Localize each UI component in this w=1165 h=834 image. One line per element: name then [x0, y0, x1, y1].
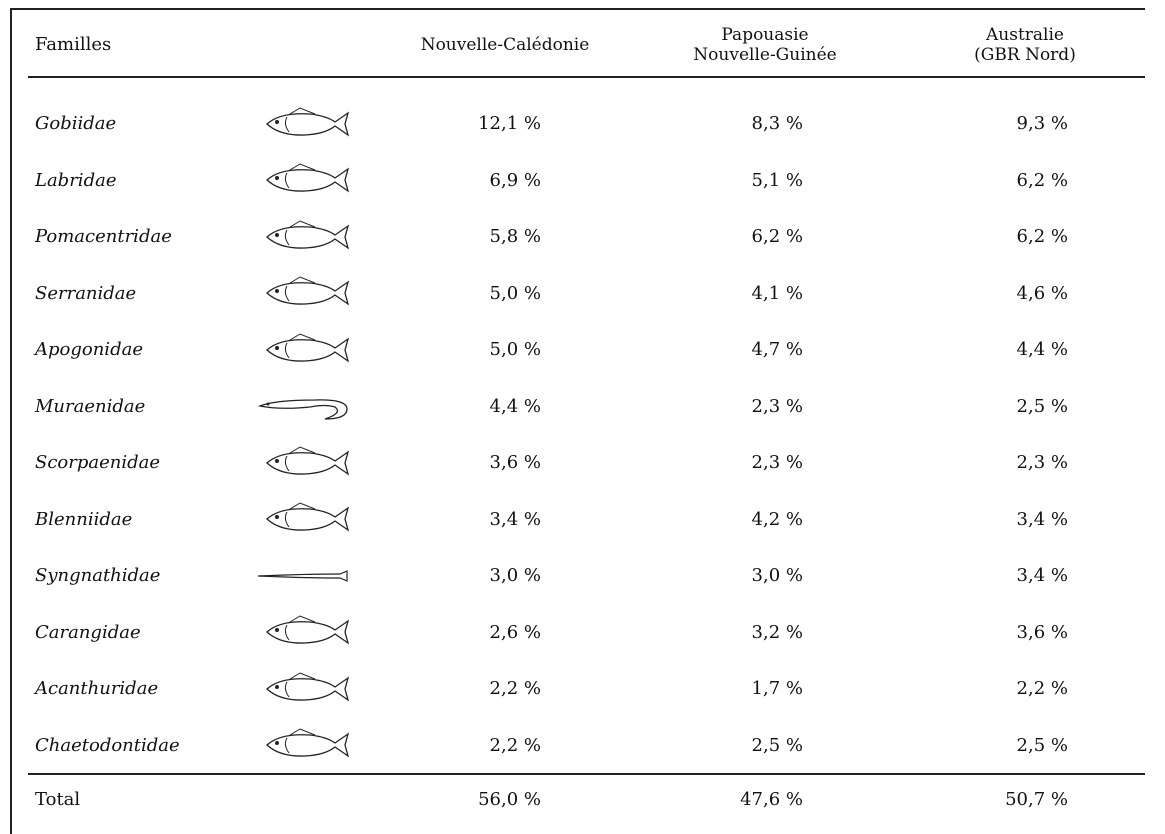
fish-icon [255, 559, 351, 593]
fish-icon [255, 502, 351, 536]
cell-value: 4,6 % [1016, 282, 1068, 304]
cell-value: 2,2 % [489, 734, 541, 756]
cell-value: 12,1 % [478, 113, 541, 134]
cell-value: 6,2 % [751, 226, 803, 247]
cell-value: 9,3 % [1016, 113, 1068, 134]
cell-value: 6,2 % [1016, 226, 1068, 247]
family-name: Pomacentridae [35, 226, 172, 247]
top-rule [10, 8, 1145, 10]
family-name: Syngnathidae [35, 565, 161, 586]
cell-value: 3,0 % [751, 565, 803, 586]
cell-value: 3,6 % [1016, 621, 1068, 643]
cell-value: 2,5 % [751, 734, 803, 756]
fish-icon [255, 672, 351, 706]
family-name: Acanthuridae [35, 678, 159, 699]
cell-value: 3,0 % [489, 565, 541, 586]
cell-value: 8,3 % [751, 113, 803, 134]
family-name: Apogonidae [35, 339, 143, 360]
cell-value: 4,4 % [1016, 339, 1068, 360]
family-name: Chaetodontidae [35, 734, 180, 756]
cell-value: 2,2 % [489, 678, 541, 699]
left-rule [10, 8, 12, 834]
fish-icon [255, 728, 351, 762]
cell-value: 2,3 % [751, 452, 803, 473]
total-value: 47,6 % [740, 789, 803, 810]
total-value: 56,0 % [478, 789, 541, 810]
column-header: Familles [35, 34, 112, 55]
cell-value: 2,2 % [1016, 678, 1068, 699]
cell-value: 4,4 % [489, 395, 541, 417]
cell-value: 4,2 % [751, 508, 803, 530]
fish-icon [255, 107, 351, 141]
cell-value: 5,1 % [751, 169, 803, 191]
cell-value: 1,7 % [751, 678, 803, 699]
family-name: Serranidae [35, 282, 137, 304]
cell-value: 2,3 % [1016, 452, 1068, 473]
cell-value: 6,9 % [489, 169, 541, 191]
total-value: 50,7 % [1005, 789, 1068, 810]
cell-value: 3,4 % [1016, 508, 1068, 530]
cell-value: 2,3 % [751, 395, 803, 417]
cell-value: 2,6 % [489, 621, 541, 643]
cell-value: 5,8 % [489, 226, 541, 247]
family-name: Carangidae [35, 621, 141, 643]
fish-icon [255, 276, 351, 310]
cell-value: 5,0 % [489, 282, 541, 304]
column-header: Nouvelle-Guinée [693, 45, 837, 65]
column-header: Papouasie [721, 25, 809, 45]
cell-value: 3,2 % [751, 621, 803, 643]
cell-value: 3,4 % [489, 508, 541, 530]
fish-icon [255, 615, 351, 649]
fish-icon [255, 446, 351, 480]
family-name: Labridae [35, 169, 117, 191]
cell-value: 4,7 % [751, 339, 803, 360]
fish-icon [255, 389, 351, 423]
cell-value: 3,6 % [489, 452, 541, 473]
cell-value: 5,0 % [489, 339, 541, 360]
cell-value: 2,5 % [1016, 395, 1068, 417]
cell-value: 4,1 % [751, 282, 803, 304]
total-label: Total [35, 789, 81, 810]
cell-value: 3,4 % [1016, 565, 1068, 586]
family-name: Scorpaenidae [35, 452, 161, 473]
column-header: Nouvelle-Calédonie [420, 35, 590, 55]
family-name: Muraenidae [35, 395, 146, 417]
fish-icon [255, 220, 351, 254]
fish-icon [255, 163, 351, 197]
column-header: Australie [986, 25, 1064, 45]
family-name: Gobiidae [35, 113, 117, 134]
total-rule [28, 773, 1145, 775]
fish-icon [255, 333, 351, 367]
cell-value: 6,2 % [1016, 169, 1068, 191]
column-header: (GBR Nord) [974, 45, 1076, 65]
header-rule [28, 76, 1145, 78]
cell-value: 2,5 % [1016, 734, 1068, 756]
family-name: Blenniidae [35, 508, 133, 530]
